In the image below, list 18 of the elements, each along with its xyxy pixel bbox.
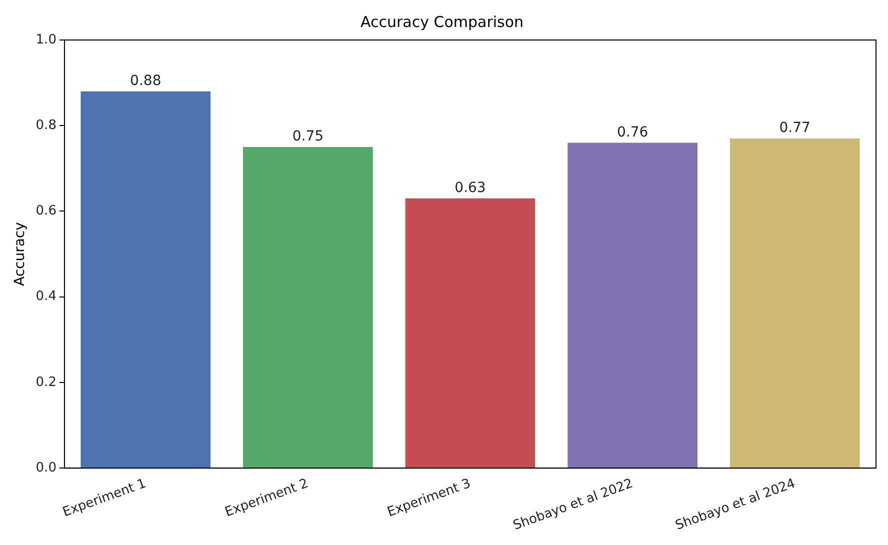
data-label: 0.88: [130, 73, 162, 90]
y-tick-label: 0.6: [36, 204, 56, 219]
y-tick-label: 0.4: [36, 289, 56, 304]
bar: [405, 198, 536, 468]
y-tick-label: 0.8: [36, 118, 56, 133]
y-tick-label: 0.0: [36, 460, 56, 476]
y-axis-title: Accuracy: [12, 222, 28, 286]
bar: [568, 142, 698, 468]
data-label: 0.77: [779, 120, 810, 136]
y-tick-label: 0.2: [36, 374, 56, 390]
data-label: 0.63: [454, 180, 486, 196]
bar: [730, 138, 860, 468]
data-label: 0.76: [616, 124, 648, 140]
bar: [80, 91, 211, 468]
y-tick-label: 1.0: [36, 32, 56, 48]
data-label: 0.75: [292, 128, 324, 145]
bar: [243, 147, 373, 468]
chart-title: Accuracy Comparison: [360, 12, 524, 31]
